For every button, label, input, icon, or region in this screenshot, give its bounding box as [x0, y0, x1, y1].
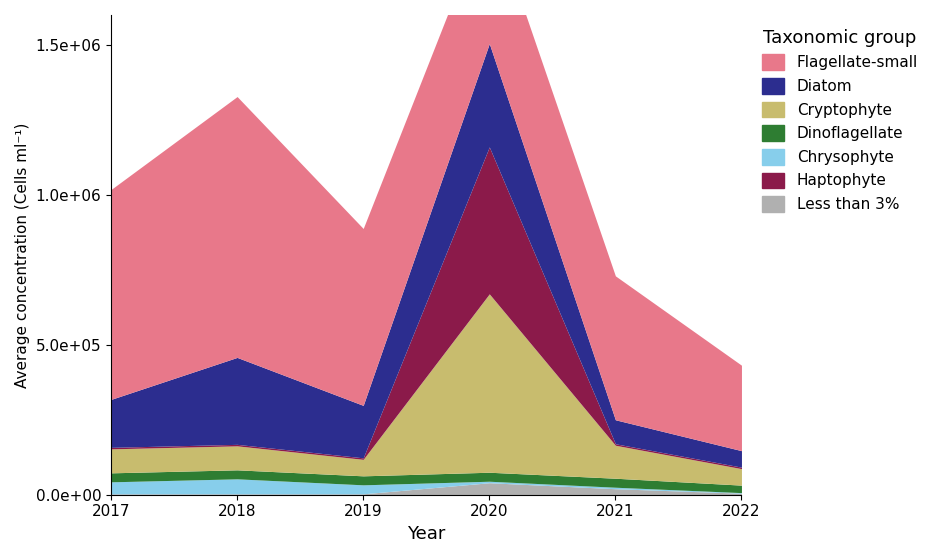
X-axis label: Year: Year — [407, 525, 446, 543]
Legend: Flagellate-small, Diatom, Cryptophyte, Dinoflagellate, Chrysophyte, Haptophyte, : Flagellate-small, Diatom, Cryptophyte, D… — [756, 23, 924, 218]
Y-axis label: Average concentration (Cells ml⁻¹): Average concentration (Cells ml⁻¹) — [15, 122, 30, 388]
